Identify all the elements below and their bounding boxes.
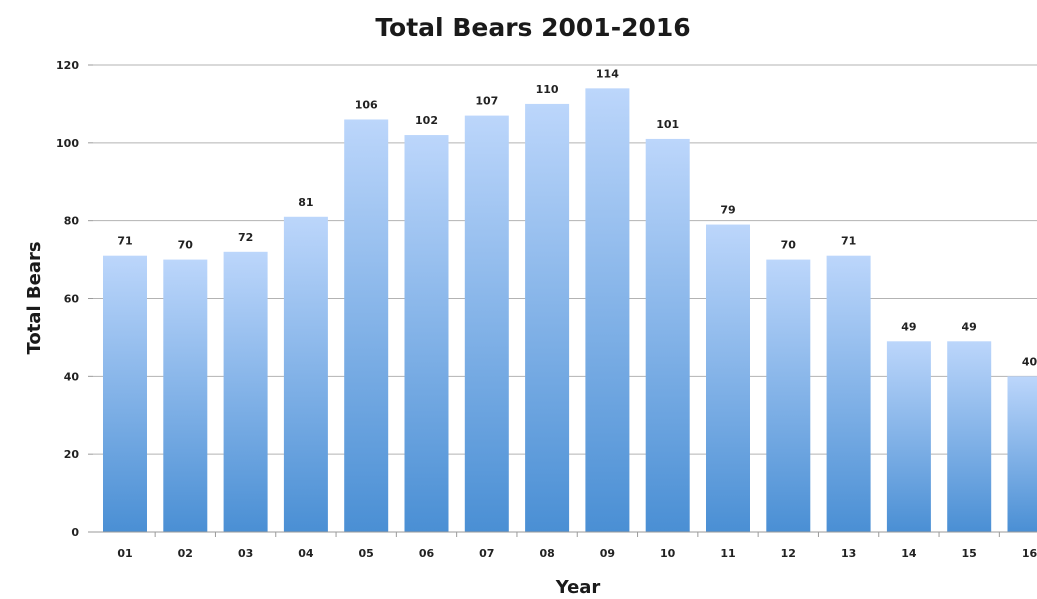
- x-tick-label-14: 14: [901, 547, 917, 560]
- bar-15: [947, 341, 992, 532]
- data-label-16: 40: [1022, 355, 1037, 368]
- data-label-15: 49: [962, 320, 977, 333]
- bar-08: [525, 103, 570, 533]
- x-tick-label-04: 04: [298, 547, 314, 560]
- x-tick-label-11: 11: [720, 547, 735, 560]
- data-label-07: 107: [475, 95, 498, 108]
- y-tick-label-20: 20: [64, 448, 80, 461]
- x-tick-label-12: 12: [781, 547, 796, 560]
- data-label-01: 71: [117, 235, 132, 248]
- chart-title: Total Bears 2001-2016: [375, 13, 690, 42]
- data-label-04: 81: [298, 196, 313, 209]
- x-tick-label-07: 07: [479, 547, 494, 560]
- x-tick-label-03: 03: [238, 547, 253, 560]
- data-label-03: 72: [238, 231, 253, 244]
- data-label-09: 114: [596, 67, 619, 80]
- data-label-12: 70: [781, 239, 797, 252]
- bar-13: [826, 255, 871, 533]
- y-tick-label-80: 80: [64, 215, 80, 228]
- bar-12: [766, 259, 811, 532]
- bar-14: [886, 341, 931, 532]
- bar-06: [404, 135, 449, 533]
- bar-03: [223, 251, 268, 533]
- data-labels: 71 70 72 81 106 102 107 110 114 101 79 70 71 49 49 40: [117, 67, 1037, 368]
- data-label-13: 71: [841, 235, 856, 248]
- bars: [103, 88, 1037, 533]
- bar-09: [585, 88, 630, 532]
- bar-01: [103, 255, 147, 533]
- data-label-11: 79: [720, 204, 735, 217]
- bar-05: [344, 119, 389, 532]
- x-tick-label-08: 08: [539, 547, 554, 560]
- bar-10: [645, 138, 690, 533]
- bar-16: [1007, 376, 1037, 532]
- bar-02: [163, 259, 208, 532]
- data-label-05: 106: [355, 98, 378, 111]
- y-tick-label-60: 60: [64, 293, 80, 306]
- x-tick-label-16: 16: [1022, 547, 1037, 560]
- x-tick-label-09: 09: [600, 547, 615, 560]
- x-tick-label-06: 06: [419, 547, 435, 560]
- y-tick-label-0: 0: [71, 526, 79, 539]
- data-label-08: 110: [536, 83, 559, 96]
- data-label-10: 101: [656, 118, 679, 131]
- y-tick-label-120: 120: [56, 59, 79, 72]
- y-axis-title: Total Bears: [24, 241, 45, 354]
- x-tick-label-15: 15: [962, 547, 977, 560]
- data-label-02: 70: [178, 239, 194, 252]
- x-tick-label-13: 13: [841, 547, 856, 560]
- x-tick-label-01: 01: [117, 547, 132, 560]
- x-tick-label-05: 05: [359, 547, 374, 560]
- x-tick-label-10: 10: [660, 547, 676, 560]
- y-axis-ticks: 0 20 40 60 80 100 120: [56, 59, 93, 539]
- bar-11: [706, 224, 750, 532]
- bar-07: [464, 115, 509, 532]
- x-axis-ticks: 01 02 03 04 05 06 07 08 09 10 11 12 13 14 15 16: [117, 532, 1037, 560]
- y-tick-label-100: 100: [56, 137, 79, 150]
- data-label-14: 49: [901, 320, 916, 333]
- bar-04: [283, 216, 328, 532]
- data-label-06: 102: [415, 114, 438, 127]
- y-tick-label-40: 40: [64, 370, 80, 383]
- x-axis-title: Year: [555, 577, 601, 598]
- x-tick-label-02: 02: [178, 547, 193, 560]
